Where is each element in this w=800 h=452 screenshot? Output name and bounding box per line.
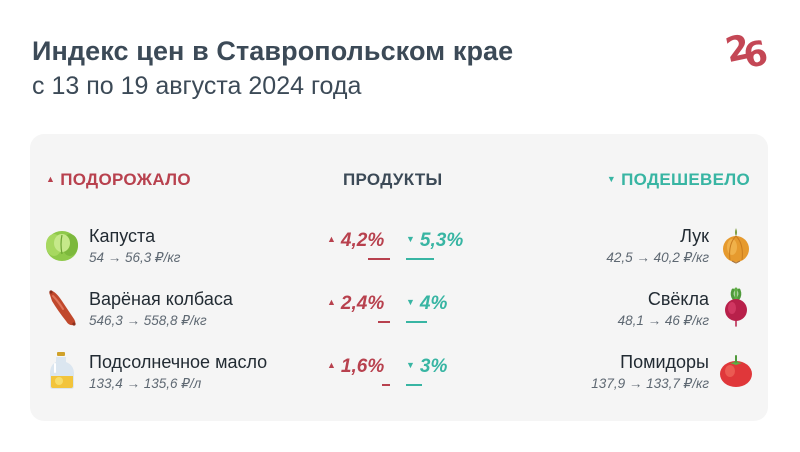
- page-subtitle: с 13 по 19 августа 2024 года: [32, 72, 362, 100]
- up-change-bar: [381, 384, 390, 386]
- column-header-down: ▼ ПОДЕШЕВЕЛО: [607, 170, 750, 190]
- cabbage-icon: [44, 224, 80, 264]
- table-row: Варёная колбаса 546,3 → 558,8 ₽/кг ▲ 2,4%…: [30, 287, 768, 339]
- up-triangle-icon: ▲: [327, 360, 336, 370]
- column-header-products: ПРОДУКТЫ: [343, 170, 443, 189]
- up-change-bar: [368, 258, 390, 260]
- column-header-up-label: ПОДОРОЖАЛО: [60, 170, 191, 189]
- down-triangle-icon: ▼: [406, 360, 415, 370]
- down-product-name: Свёкла: [647, 289, 709, 309]
- down-change-text: 5,3%: [419, 230, 464, 251]
- oil-bottle-icon: [44, 350, 80, 390]
- up-change-text: 4,2%: [340, 230, 385, 251]
- column-header-up: ▲ ПОДОРОЖАЛО: [46, 170, 191, 190]
- up-change-value: ▲ 4,2%: [327, 230, 384, 252]
- down-change-bar: [406, 258, 434, 260]
- tomato-icon: [718, 350, 754, 390]
- up-change-bar: [377, 321, 390, 323]
- table-row: Подсолнечное масло 133,4 → 135,6 ₽/л ▲ 1,…: [30, 350, 768, 402]
- down-change-value: ▼ 3%: [406, 356, 447, 378]
- down-product-name: Лук: [680, 226, 709, 246]
- column-header-down-label: ПОДЕШЕВЕЛО: [621, 170, 750, 189]
- up-product-name: Капуста: [89, 226, 156, 246]
- down-triangle-icon: ▼: [406, 297, 415, 307]
- sausage-icon: [44, 287, 80, 327]
- down-triangle-icon: ▼: [606, 174, 617, 184]
- up-change-value: ▲ 1,6%: [327, 356, 384, 378]
- up-product-name: Подсолнечное масло: [89, 352, 268, 372]
- down-triangle-icon: ▼: [406, 234, 415, 244]
- up-product-name: Варёная колбаса: [89, 289, 233, 309]
- price-index-card: ▲ ПОДОРОЖАЛО ПРОДУКТЫ ▼ ПОДЕШЕВЕЛО Капуста…: [30, 134, 768, 421]
- up-triangle-icon: ▲: [327, 297, 336, 307]
- table-row: Капуста 54 → 56,3 ₽/кг ▲ 4,2% ▼ 5,3% Лук 4…: [30, 224, 768, 276]
- down-change-text: 4%: [419, 293, 448, 314]
- logo-26: 2 6: [722, 27, 771, 77]
- onion-icon: [718, 224, 754, 264]
- down-product-price: 48,1 → 46 ₽/кг: [617, 313, 709, 328]
- up-product-price: 546,3 → 558,8 ₽/кг: [89, 313, 207, 328]
- up-change-text: 1,6%: [340, 356, 385, 377]
- down-change-bar: [406, 384, 422, 386]
- down-change-bar: [406, 321, 427, 323]
- up-triangle-icon: ▲: [46, 174, 56, 184]
- up-change-value: ▲ 2,4%: [327, 293, 384, 315]
- down-change-text: 3%: [419, 356, 448, 377]
- up-product-price: 133,4 → 135,6 ₽/л: [89, 376, 202, 391]
- down-product-price: 137,9 → 133,7 ₽/кг: [591, 376, 709, 391]
- beet-icon: [718, 287, 754, 327]
- page-title: Индекс цен в Ставропольском крае: [32, 36, 514, 66]
- down-product-price: 42,5 → 40,2 ₽/кг: [606, 250, 709, 265]
- up-change-text: 2,4%: [340, 293, 385, 314]
- logo-digit-second: 6: [740, 32, 772, 78]
- up-triangle-icon: ▲: [327, 234, 336, 244]
- up-product-price: 54 → 56,3 ₽/кг: [89, 250, 181, 265]
- down-product-name: Помидоры: [620, 352, 709, 372]
- down-change-value: ▼ 4%: [406, 293, 447, 315]
- down-change-value: ▼ 5,3%: [406, 230, 463, 252]
